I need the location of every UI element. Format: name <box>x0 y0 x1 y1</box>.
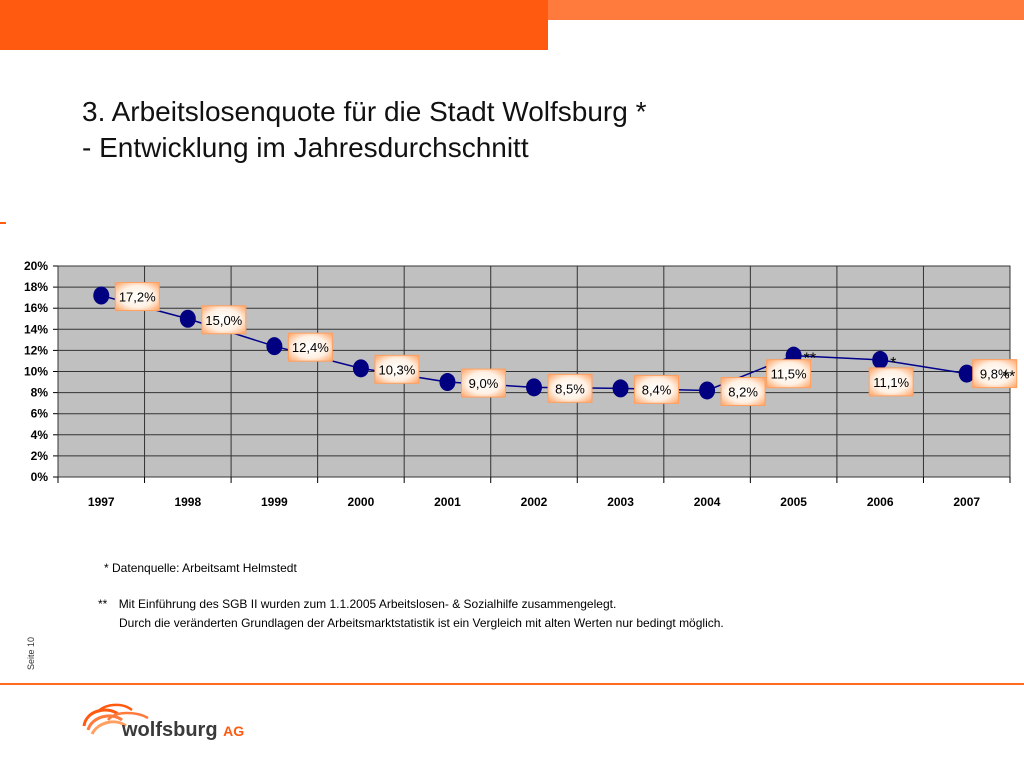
header-accent-bar <box>420 0 1024 20</box>
y-tick-label: 6% <box>31 407 49 421</box>
data-label-box <box>460 368 506 398</box>
x-tick-label: 1998 <box>174 495 201 509</box>
data-label-box <box>972 359 1018 389</box>
footnote-text: Datenquelle: Arbeitsamt Helmstedt <box>112 561 297 575</box>
y-tick-label: 20% <box>24 259 48 273</box>
data-label-box <box>287 332 333 362</box>
data-point <box>699 381 716 400</box>
data-label-box <box>720 376 766 406</box>
data-label: 8,4% <box>642 382 672 397</box>
data-label: 8,5% <box>555 381 585 396</box>
data-label-box <box>374 354 420 384</box>
x-tick-label: 2000 <box>348 495 375 509</box>
y-tick-label: 18% <box>24 280 48 294</box>
x-tick-label: 2001 <box>434 495 461 509</box>
x-tick-label: 2007 <box>953 495 980 509</box>
footnote-marker: ** <box>98 597 108 611</box>
footer-divider <box>0 683 1024 685</box>
data-point <box>612 379 629 398</box>
data-label: 15,0% <box>205 313 242 328</box>
data-label-box <box>634 374 680 404</box>
data-point <box>526 378 542 397</box>
footnote-text-line-2: Durch die veränderten Grundlagen der Arb… <box>119 616 724 630</box>
data-point <box>958 364 975 383</box>
footnote-text-line-1: Mit Einführung des SGB II wurden zum 1.1… <box>118 597 617 611</box>
title-line-1: 3. Arbeitslosenquote für die Stadt Wolfs… <box>82 96 647 127</box>
x-tick-label: 2002 <box>521 495 548 509</box>
data-label-box <box>868 367 914 397</box>
wolfsburg-logo-icon <box>82 703 149 735</box>
data-point <box>179 309 196 328</box>
data-point <box>439 373 456 392</box>
data-label: 12,4% <box>292 340 329 355</box>
data-label: 10,3% <box>378 362 415 377</box>
footnote-marker: * <box>104 561 109 575</box>
page-number: Seite 10 <box>26 636 36 670</box>
y-tick-label: 10% <box>24 365 48 379</box>
y-tick-label: 2% <box>31 449 49 463</box>
data-label: 8,2% <box>728 384 758 399</box>
side-tick <box>0 222 6 224</box>
logo-text: wolfsburg <box>122 719 218 741</box>
unemployment-chart: 0% 2% 4% 6% 8% 10% 12% 14% 16% 18% 20% 1997 1998 1999… <box>24 259 1018 509</box>
data-label-box <box>766 359 812 389</box>
annotation-marker: * <box>890 355 896 372</box>
y-tick-label: 4% <box>31 428 49 442</box>
footnote-source: * Datenquelle: Arbeitsamt Helmstedt <box>104 561 297 575</box>
y-tick-label: 12% <box>24 343 48 357</box>
data-label-box <box>114 282 160 312</box>
data-point <box>93 286 110 305</box>
data-label: 11,5% <box>771 367 807 382</box>
data-point <box>872 350 889 369</box>
y-tick-label: 16% <box>24 301 48 315</box>
annotation-marker: ** <box>1003 369 1015 386</box>
data-label-box <box>547 373 593 403</box>
y-tick-label: 8% <box>31 386 49 400</box>
x-tick-label: 2004 <box>694 495 721 509</box>
x-tick-label: 2005 <box>780 495 807 509</box>
logo-suffix: AG <box>223 723 245 739</box>
y-tick-label: 0% <box>31 470 49 484</box>
annotation-marker: ** <box>804 351 816 368</box>
x-tick-label: 2006 <box>867 495 894 509</box>
footnote-sgb: ** Mit Einführung des SGB II wurden zum … <box>98 595 724 633</box>
data-point <box>352 359 369 378</box>
x-tick-label: 1997 <box>88 495 115 509</box>
data-label: 9,8% <box>980 367 1010 382</box>
data-label: 9,0% <box>469 376 499 391</box>
logo-wordmark: wolfsburg AG <box>122 719 244 742</box>
title-line-2: - Entwicklung im Jahresdurchschnitt <box>82 132 529 163</box>
data-point <box>266 337 283 356</box>
data-label: 17,2% <box>119 290 156 305</box>
y-tick-label: 14% <box>24 322 48 336</box>
x-tick-label: 2003 <box>607 495 634 509</box>
header-bar <box>0 0 548 50</box>
data-label: 11,1% <box>873 375 909 390</box>
data-label-box <box>201 305 247 335</box>
x-tick-label: 1999 <box>261 495 288 509</box>
slide-title: 3. Arbeitslosenquote für die Stadt Wolfs… <box>82 94 646 166</box>
